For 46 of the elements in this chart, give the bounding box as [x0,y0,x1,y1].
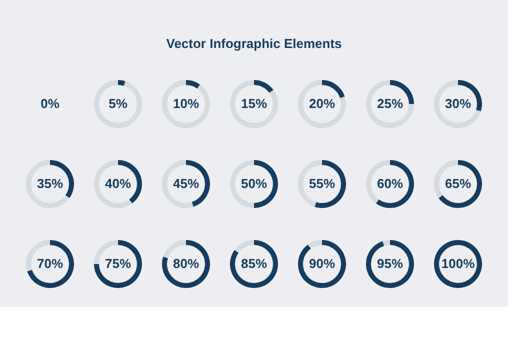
donut-slice [366,80,414,128]
donut-slice [162,240,210,288]
data-label: 70% [36,256,64,271]
donut-slice [298,80,346,128]
data-label: 25% [376,96,404,111]
donut-slice [438,160,482,208]
donut-slice [186,80,200,89]
data-label: 60% [376,176,404,191]
donut-slice [27,240,74,288]
text: 0% [40,96,60,111]
data-label: 75% [104,256,132,271]
data-label: 100% [441,256,476,271]
donut-slice [94,240,142,288]
donut-slice [322,80,345,98]
donut-slice [163,240,186,258]
donut-slice [162,80,210,128]
data-label: 10% [172,96,200,111]
donut-slice [234,240,254,253]
donut-slice [230,80,278,128]
data-label: 5% [108,96,128,111]
data-label: 50% [240,176,268,191]
donut-slice [254,80,274,93]
donut-slice [382,240,390,246]
donut-slice [118,80,126,86]
donut-slice [26,160,70,208]
data-label: 35% [36,176,64,191]
donut-slice [308,240,322,249]
data-label: 65% [444,176,472,191]
donut-slice [94,160,132,208]
donut-slice [298,240,346,288]
donut-slice [94,80,142,128]
data-label: 30% [444,96,472,111]
data-label: 15% [240,96,268,111]
text: Vector Infographic Elements [166,36,342,51]
data-label: 85% [240,256,268,271]
donut-slice [434,80,481,128]
donut-slice [366,240,414,288]
data-label: 80% [172,256,200,271]
data-label: 95% [376,256,404,271]
data-label: 55% [308,176,336,191]
data-label: 20% [308,96,336,111]
donut-slice [376,160,414,208]
data-label: 90% [308,256,336,271]
data-label: 40% [104,176,132,191]
donut-slice [230,240,278,288]
data-label: 45% [172,176,200,191]
